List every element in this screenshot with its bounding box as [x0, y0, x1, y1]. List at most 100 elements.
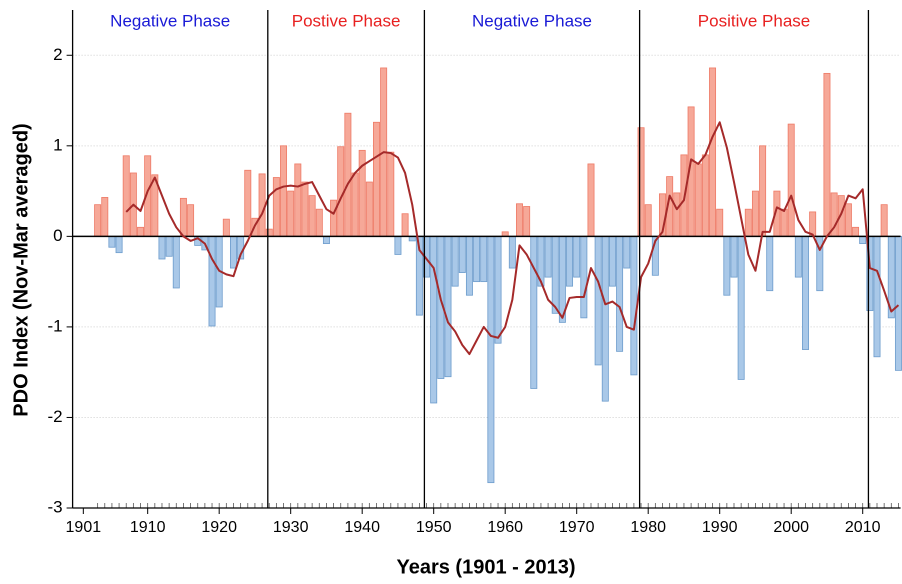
bar: [458, 235, 466, 273]
bar: [465, 235, 473, 296]
x-tick-label: 1960: [487, 519, 523, 536]
bar: [566, 235, 574, 287]
bar: [230, 235, 237, 269]
x-tick-label: 2010: [845, 519, 881, 536]
y-tick-label: -3: [47, 497, 62, 516]
bar: [551, 235, 559, 314]
bar: [630, 235, 638, 376]
bar: [673, 192, 681, 237]
bar: [265, 228, 273, 237]
bar: [701, 154, 709, 237]
bar: [508, 235, 516, 269]
bar: [258, 173, 266, 237]
bar: [280, 145, 288, 237]
bar: [709, 67, 717, 237]
bar: [222, 218, 230, 237]
x-tick-label: 1990: [702, 519, 738, 536]
bar: [451, 235, 459, 287]
bar: [573, 235, 581, 278]
bar: [802, 235, 809, 350]
x-tick-label: 1950: [416, 519, 452, 536]
y-tick-label: 2: [53, 45, 62, 64]
bar: [158, 235, 166, 260]
phase-label: Positive Phase: [698, 11, 810, 30]
bar: [373, 121, 380, 237]
bar: [759, 145, 767, 237]
x-tick-label: 1940: [344, 519, 380, 536]
bar: [315, 208, 323, 237]
bar: [122, 155, 130, 237]
bar: [894, 235, 902, 371]
bar: [873, 235, 881, 358]
bar: [480, 235, 488, 283]
bar: [244, 169, 252, 237]
bar: [523, 206, 531, 237]
bar: [694, 163, 702, 237]
y-tick-label: -2: [47, 407, 62, 426]
bar: [308, 195, 316, 237]
bar: [430, 235, 438, 404]
bar: [337, 146, 345, 237]
bar: [137, 226, 145, 237]
bar: [394, 235, 402, 255]
bar: [780, 208, 788, 237]
bar: [322, 235, 330, 245]
bar: [473, 235, 481, 283]
bar: [730, 235, 738, 278]
phase-label: Negative Phase: [110, 11, 230, 30]
bar: [115, 235, 123, 254]
y-axis-title: PDO Index (Nov-Mar averaged): [10, 123, 32, 416]
bar: [208, 235, 216, 327]
bar: [330, 199, 338, 237]
x-axis-title: Years (1901 - 2013): [396, 556, 575, 578]
bar: [301, 181, 309, 237]
x-tick-label: 1970: [559, 519, 595, 536]
bar: [787, 123, 795, 237]
bar: [644, 204, 652, 237]
bar: [344, 112, 352, 237]
x-tick-label: 2000: [773, 519, 809, 536]
phase-label: Negative Phase: [472, 11, 592, 30]
bar: [487, 235, 495, 484]
bar: [737, 235, 745, 380]
bar: [744, 208, 752, 237]
bar: [94, 204, 102, 237]
bar: [165, 235, 173, 257]
bar: [823, 72, 831, 237]
bar: [187, 204, 195, 237]
bar: [516, 203, 523, 237]
bar: [494, 235, 502, 344]
bar: [401, 213, 409, 237]
x-tick-label: 1910: [130, 519, 166, 536]
bar: [351, 172, 359, 237]
bar: [766, 235, 774, 292]
x-tick-label: 1920: [201, 519, 237, 536]
bar: [623, 235, 631, 269]
y-tick-label: 1: [53, 135, 62, 154]
bar: [852, 226, 860, 237]
bar: [172, 235, 180, 289]
bar: [387, 151, 395, 237]
bar: [601, 235, 609, 402]
bar: [716, 208, 724, 237]
x-tick-label: 1901: [66, 519, 102, 536]
bar: [108, 235, 116, 248]
y-tick-label: -1: [47, 316, 62, 335]
bar: [594, 235, 602, 366]
bar: [365, 181, 373, 237]
bar: [294, 163, 302, 237]
bar: [794, 235, 802, 278]
bar: [179, 197, 187, 237]
bar: [444, 235, 452, 378]
x-tick-label: 1930: [273, 519, 309, 536]
bar: [751, 190, 759, 237]
phase-label: Postive Phase: [292, 11, 401, 30]
bar: [637, 127, 645, 237]
y-tick-label: 0: [53, 226, 62, 245]
bar: [608, 235, 616, 287]
bar: [287, 190, 295, 237]
bar: [530, 235, 538, 389]
smoothed-line: [125, 121, 900, 356]
bar: [880, 204, 888, 237]
